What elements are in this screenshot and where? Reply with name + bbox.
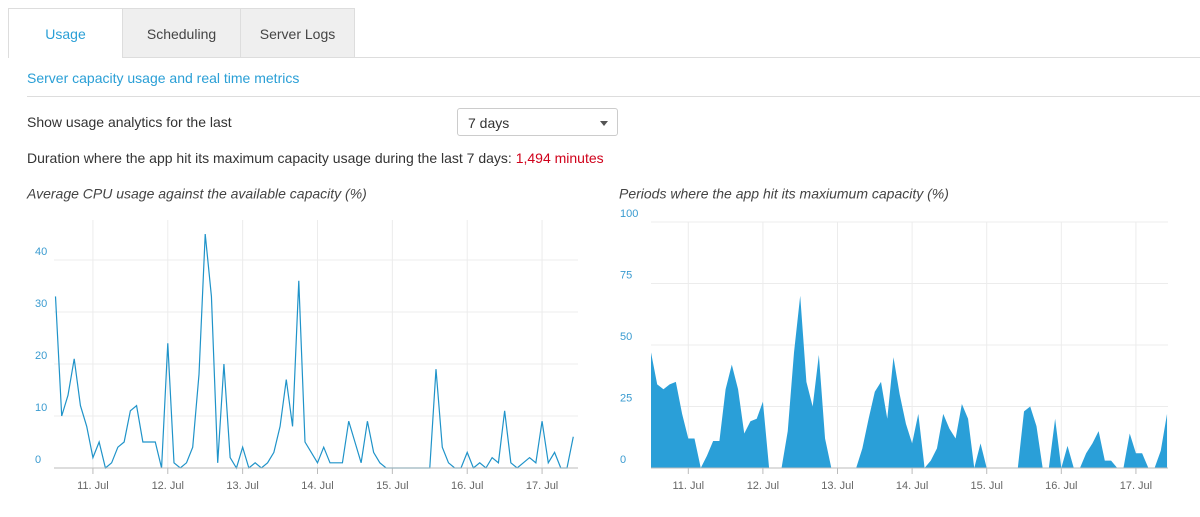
y-tick-label: 100	[620, 208, 638, 220]
duration-line: Duration where the app hit its maximum c…	[27, 150, 604, 166]
capacity-area	[651, 295, 1168, 468]
x-tick-label: 11. Jul	[77, 480, 109, 492]
x-tick-label: 15. Jul	[376, 480, 408, 492]
tab[interactable]: Scheduling	[122, 8, 241, 57]
y-tick-label: 40	[35, 246, 47, 258]
x-tick-label: 13. Jul	[821, 480, 853, 492]
y-tick-label: 20	[35, 350, 47, 362]
y-tick-label: 0	[620, 454, 626, 466]
chart-title: Periods where the app hit its maxiumum c…	[619, 186, 949, 202]
caret	[600, 121, 608, 126]
section-divider	[27, 96, 1200, 97]
y-tick-label: 75	[620, 269, 632, 281]
tab[interactable]: Usage	[8, 8, 123, 58]
x-tick-label: 15. Jul	[971, 480, 1003, 492]
x-tick-label: 12. Jul	[152, 480, 184, 492]
cpu-line	[54, 233, 574, 470]
x-tick-label: 11. Jul	[673, 480, 705, 492]
section-title: Server capacity usage and real time metr…	[27, 70, 300, 86]
x-tick-label: 12. Jul	[747, 480, 779, 492]
select-value: 7 days	[468, 115, 510, 131]
x-tick-label: 13. Jul	[226, 480, 258, 492]
y-tick-label: 30	[35, 298, 47, 310]
y-tick-label: 50	[620, 331, 632, 343]
x-tick-label: 17. Jul	[1120, 480, 1152, 492]
x-tick-label: 14. Jul	[896, 480, 928, 492]
range-label: Show usage analytics for the last	[27, 114, 232, 130]
x-tick-label: 14. Jul	[301, 480, 333, 492]
duration-value: 1,494 minutes	[515, 150, 604, 166]
tab[interactable]: Server Logs	[240, 8, 355, 57]
x-tick-label: 17. Jul	[526, 480, 558, 492]
y-tick-label: 10	[35, 402, 47, 414]
y-tick-label: 25	[620, 392, 632, 404]
x-tick-label: 16. Jul	[1045, 480, 1077, 492]
x-tick-label: 16. Jul	[451, 480, 483, 492]
duration-text: Duration where the app hit its maximum c…	[27, 150, 512, 166]
y-tick-label: 0	[35, 454, 41, 466]
range-select[interactable]: 7 days	[457, 108, 618, 136]
tab-divider	[8, 57, 1200, 58]
chart-title: Average CPU usage against the available …	[26, 186, 367, 202]
